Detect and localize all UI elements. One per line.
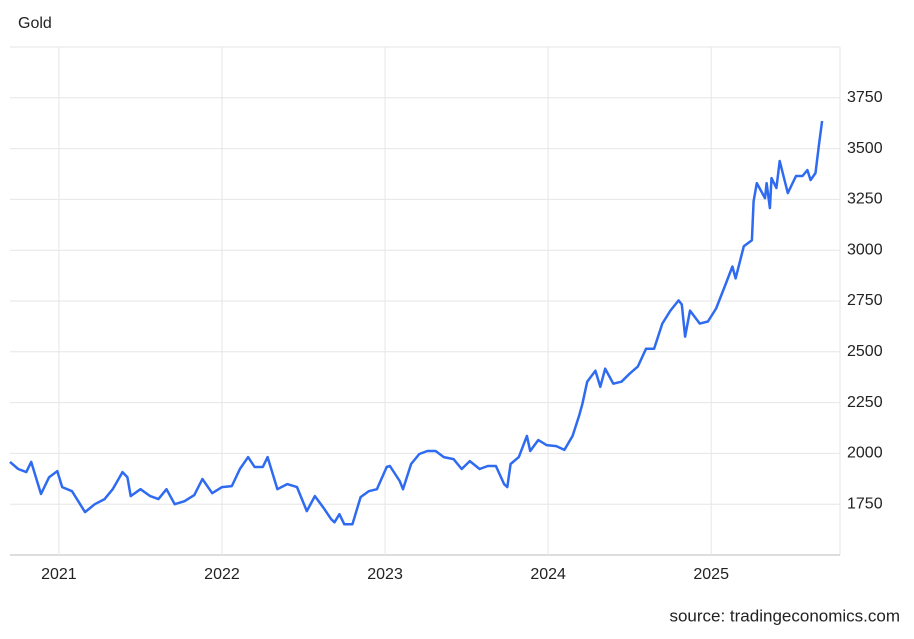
y-tick-label: 2500 xyxy=(847,343,883,360)
source: source: tradingeconomics.com xyxy=(669,606,900,625)
y-tick-label: 3750 xyxy=(847,89,883,106)
y-tick-label: 2000 xyxy=(847,445,883,462)
y-tick-label: 3500 xyxy=(847,140,883,157)
x-tick-label: 2021 xyxy=(41,566,77,583)
x-tick-label: 2024 xyxy=(530,566,566,583)
y-tick-label: 1750 xyxy=(847,495,883,512)
x-tick-label: 2022 xyxy=(204,566,240,583)
x-tick-label: 2025 xyxy=(693,566,729,583)
y-tick-label: 3250 xyxy=(847,191,883,208)
y-tick-label: 3000 xyxy=(847,241,883,258)
x-tick-label: 2023 xyxy=(367,566,403,583)
y-tick-label: 2250 xyxy=(847,394,883,411)
data-line xyxy=(9,120,824,526)
chart-title: Gold xyxy=(18,15,52,32)
y-tick-label: 2750 xyxy=(847,292,883,309)
